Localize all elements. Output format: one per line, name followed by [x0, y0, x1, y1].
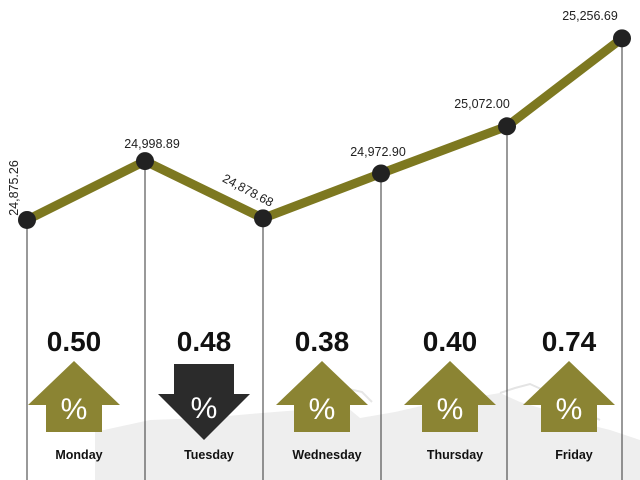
data-point [372, 164, 390, 183]
change-value: 0.50 [47, 326, 102, 357]
up-arrow-icon [28, 361, 120, 432]
percent-symbol: % [191, 392, 218, 425]
change-value: 0.38 [295, 326, 350, 357]
change-panel-friday: 0.74% Friday [523, 326, 615, 462]
data-point [18, 210, 36, 229]
percent-symbol: % [437, 393, 464, 426]
change-value: 0.74 [542, 326, 597, 357]
day-label: Thursday [427, 448, 483, 462]
change-panel-wednesday: 0.38% Wednesday [276, 326, 368, 462]
value-label: 24,875.26 [7, 160, 21, 216]
data-point [136, 152, 154, 171]
change-value: 0.48 [177, 326, 232, 357]
value-label: 25,256.69 [562, 9, 618, 23]
percent-symbol: % [309, 393, 336, 426]
percent-symbol: % [61, 393, 88, 426]
value-label: 24,972.90 [350, 145, 406, 159]
data-point [254, 209, 272, 228]
up-arrow-icon [523, 361, 615, 432]
up-arrow-icon [276, 361, 368, 432]
percent-symbol: % [556, 393, 583, 426]
series-line [22, 33, 627, 225]
up-arrow-icon [404, 361, 496, 432]
daily-change-panels: 0.50% Monday 0.48% Tuesday 0.38% Wednesday 0.4… [28, 326, 615, 462]
change-panel-thursday: 0.40% Thursday [404, 326, 496, 462]
data-point [498, 117, 516, 136]
guide-lines [26, 38, 623, 480]
day-label: Friday [555, 448, 593, 462]
value-label: 24,998.89 [124, 137, 180, 151]
change-panel-monday: 0.50% Monday [28, 326, 120, 462]
day-label: Tuesday [184, 448, 234, 462]
change-panel-tuesday: 0.48% Tuesday [158, 326, 250, 462]
index-line [22, 33, 627, 225]
value-label: 25,072.00 [454, 97, 510, 111]
markers [18, 29, 631, 229]
data-point [613, 29, 631, 48]
day-label: Wednesday [292, 448, 361, 462]
day-label: Monday [55, 448, 102, 462]
change-value: 0.40 [423, 326, 478, 357]
down-arrow-icon [158, 364, 250, 440]
